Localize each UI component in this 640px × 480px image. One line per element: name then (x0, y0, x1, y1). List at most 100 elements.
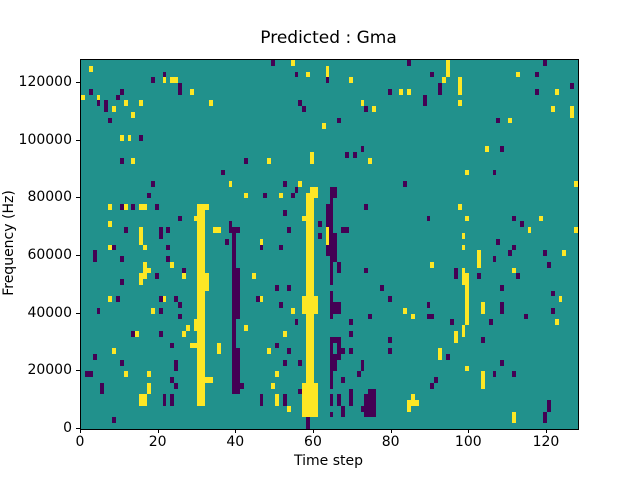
y-tick-mark (76, 255, 80, 257)
heatmap-cell (279, 244, 283, 251)
heatmap-cell (546, 400, 551, 412)
heatmap-cell (325, 204, 334, 257)
heatmap-cell (232, 348, 241, 395)
heatmap-cell (438, 83, 443, 95)
heatmap-cell (372, 106, 377, 112)
heatmap-cell (496, 238, 501, 245)
heatmap-cell (348, 330, 353, 337)
heatmap-cell (123, 100, 128, 107)
heatmap-cell (321, 123, 326, 130)
heatmap-cell (480, 336, 485, 343)
heatmap-cell (543, 250, 547, 257)
heatmap-cell (294, 71, 299, 78)
heatmap-cell (546, 261, 551, 268)
heatmap-cell (356, 371, 361, 378)
heatmap-cell (461, 267, 466, 285)
heatmap-cell (543, 60, 547, 66)
heatmap-cell (251, 273, 256, 280)
heatmap-cell (178, 83, 182, 95)
heatmap-cell (259, 296, 264, 303)
heatmap-cell (162, 77, 167, 84)
heatmap-cell (166, 256, 171, 262)
heatmap-cell (422, 94, 427, 107)
heatmap-cell (216, 342, 221, 355)
heatmap-cell (158, 296, 163, 303)
heatmap-cell (244, 158, 248, 164)
heatmap-cell (368, 388, 377, 406)
heatmap-cell (496, 117, 501, 124)
heatmap-cell (290, 307, 295, 314)
heatmap-cell (519, 221, 524, 228)
heatmap-cell (325, 65, 330, 78)
heatmap-cell (119, 88, 124, 95)
heatmap-cell (480, 302, 485, 314)
heatmap-cell (119, 158, 124, 164)
heatmap-cell (150, 77, 155, 84)
heatmap-cell (84, 371, 93, 378)
heatmap-cell (434, 377, 439, 383)
heatmap-cell (147, 371, 151, 378)
y-tick-mark (76, 312, 80, 314)
x-tick-label: 60 (304, 434, 322, 450)
heatmap-cell (535, 71, 540, 78)
heatmap-cell (259, 394, 264, 406)
plot-title: Predicted : Gma (260, 28, 397, 48)
heatmap-cell (329, 198, 334, 205)
heatmap-cell (166, 227, 171, 233)
heatmap-cell (403, 307, 408, 314)
heatmap-cell (244, 192, 248, 199)
heatmap-cell (500, 284, 505, 291)
heatmap-cell (302, 215, 307, 222)
heatmap-cell (294, 186, 299, 193)
heatmap-cell (453, 267, 458, 280)
heatmap-cell (108, 117, 113, 124)
heatmap-cell (325, 77, 330, 84)
x-tick-mark (468, 429, 470, 433)
heatmap-cell (119, 359, 124, 366)
heatmap-cell (81, 94, 85, 101)
y-tick-label: 120000 (18, 74, 72, 91)
heatmap-cell (492, 371, 497, 378)
heatmap-cell (232, 267, 241, 320)
heatmap-cell (205, 204, 210, 210)
x-tick-label: 20 (148, 434, 167, 450)
heatmap-cell (255, 296, 260, 303)
x-tick-mark (312, 429, 314, 433)
heatmap-cell (178, 302, 182, 308)
heatmap-cell (143, 261, 147, 280)
heatmap-cell (154, 273, 159, 280)
heatmap-cell (364, 267, 369, 274)
heatmap-cell (139, 204, 147, 210)
heatmap-cell (100, 382, 105, 395)
heatmap-cell (170, 394, 175, 406)
heatmap-cell (465, 273, 470, 326)
x-tick-mark (235, 429, 237, 433)
heatmap-cell (515, 273, 520, 280)
heatmap-cell (174, 296, 179, 303)
heatmap-cell (399, 88, 404, 95)
heatmap-cell (387, 336, 392, 343)
heatmap-cell (333, 302, 342, 314)
heatmap-cell (313, 405, 318, 418)
heatmap-cell (364, 106, 369, 112)
heatmap-cell (306, 71, 311, 78)
heatmap-cell (414, 400, 419, 406)
heatmap-cell (461, 325, 466, 337)
heatmap-cell (139, 394, 144, 406)
y-axis-label: Frequency (Hz) (1, 190, 17, 296)
heatmap-cell (430, 382, 435, 389)
heatmap-cell (158, 227, 163, 239)
heatmap-cell (282, 394, 287, 406)
heatmap-cell (360, 146, 365, 153)
heatmap-cell (337, 394, 342, 406)
heatmap-cell (550, 290, 555, 297)
heatmap-cell (170, 77, 179, 84)
heatmap-cell (360, 359, 365, 372)
heatmap-cell (550, 307, 555, 314)
heatmap-cell (535, 88, 540, 95)
y-tick-label: 40000 (27, 304, 72, 321)
x-tick-label: 100 (454, 434, 482, 450)
x-tick-mark (390, 429, 392, 433)
y-tick-label: 60000 (27, 247, 72, 264)
heatmap-cell (286, 348, 291, 355)
